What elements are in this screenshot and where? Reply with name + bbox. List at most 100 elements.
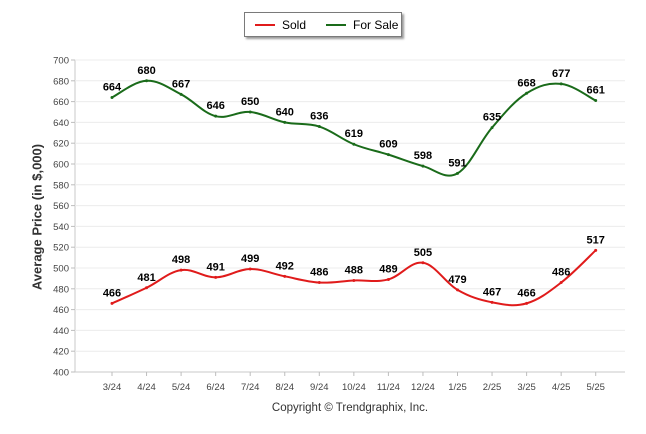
data-point-sold: [456, 288, 459, 292]
legend-label-for-sale: For Sale: [353, 17, 399, 32]
data-label-sold: 481: [137, 272, 155, 284]
data-point-sold: [559, 281, 563, 285]
data-point-for-sale: [456, 171, 459, 175]
y-tick-label: 400: [53, 368, 69, 379]
data-label-sold: 488: [345, 264, 363, 276]
data-label-for-sale: 667: [172, 78, 190, 90]
y-tick-label: 420: [53, 347, 69, 358]
x-tick-label: 5/24: [172, 382, 191, 393]
data-point-sold: [179, 268, 183, 272]
data-point-sold: [248, 267, 252, 271]
data-label-sold: 499: [241, 253, 259, 265]
data-label-sold: 486: [552, 267, 570, 279]
legend-swatch-sold: [255, 23, 275, 26]
y-tick-label: 660: [53, 97, 69, 108]
data-label-sold: 466: [517, 287, 535, 299]
data-label-for-sale: 591: [448, 157, 466, 169]
x-tick-label: 1/25: [448, 382, 467, 393]
x-tick-label: 11/24: [377, 382, 400, 393]
data-label-sold: 492: [276, 260, 294, 272]
data-point-for-sale: [421, 164, 425, 168]
data-point-for-sale: [559, 82, 563, 86]
data-label-for-sale: 661: [587, 85, 605, 97]
x-tick-label: 5/25: [586, 382, 605, 393]
data-point-for-sale: [110, 95, 114, 99]
x-tick-label: 4/25: [552, 382, 571, 393]
data-point-for-sale: [214, 114, 218, 118]
data-point-sold: [490, 300, 494, 304]
x-tick-label: 7/24: [241, 382, 260, 393]
y-tick-label: 600: [53, 160, 69, 171]
data-point-sold: [283, 274, 287, 278]
data-label-for-sale: 619: [345, 128, 363, 140]
data-label-sold: 467: [483, 286, 501, 298]
data-label-for-sale: 635: [483, 112, 501, 124]
data-point-for-sale: [317, 125, 321, 129]
y-tick-label: 580: [53, 180, 69, 191]
data-label-for-sale: 664: [103, 81, 122, 93]
legend-swatch-for-sale: [326, 23, 347, 26]
y-tick-label: 700: [53, 56, 69, 67]
data-point-for-sale: [145, 79, 149, 83]
legend: Sold For Sale: [244, 12, 402, 37]
x-tick-label: 3/25: [517, 382, 536, 393]
data-label-sold: 505: [414, 247, 432, 259]
legend-item-for-sale: For Sale: [326, 18, 398, 32]
data-label-sold: 466: [103, 287, 121, 299]
data-point-sold: [352, 278, 356, 282]
data-point-sold: [594, 248, 598, 252]
data-label-sold: 489: [379, 263, 397, 275]
data-label-for-sale: 646: [206, 100, 224, 112]
data-point-for-sale: [352, 142, 356, 146]
data-point-for-sale: [283, 120, 287, 124]
x-tick-label: 9/24: [310, 382, 329, 393]
data-label-sold: 479: [448, 274, 466, 286]
data-label-for-sale: 680: [137, 65, 155, 77]
x-tick-label: 6/24: [206, 382, 225, 393]
data-label-sold: 486: [310, 267, 328, 279]
data-point-sold: [214, 275, 218, 279]
y-tick-label: 500: [53, 264, 69, 275]
y-tick-label: 440: [53, 326, 69, 337]
data-point-sold: [421, 261, 425, 265]
data-point-for-sale: [179, 92, 183, 96]
data-point-for-sale: [490, 126, 494, 130]
x-tick-label: 8/24: [276, 382, 295, 393]
y-tick-label: 460: [53, 305, 69, 316]
x-tick-label: 3/24: [103, 382, 122, 393]
data-label-for-sale: 668: [517, 77, 535, 89]
y-tick-label: 540: [53, 222, 69, 233]
x-tick-label: 2/25: [483, 382, 502, 393]
data-point-sold: [317, 281, 321, 285]
data-point-for-sale: [594, 99, 598, 103]
legend-item-sold: Sold: [255, 18, 306, 32]
data-point-sold: [145, 286, 149, 290]
y-tick-label: 620: [53, 139, 69, 150]
y-tick-label: 680: [53, 76, 69, 87]
y-axis-label: Average Price (in $,000): [29, 143, 45, 291]
data-label-sold: 517: [587, 234, 605, 246]
copyright: Copyright © Trendgraphix, Inc.: [271, 402, 429, 414]
x-tick-label: 12/24: [411, 382, 435, 393]
data-label-for-sale: 609: [379, 139, 397, 151]
data-label-sold: 498: [172, 254, 190, 266]
legend-label-sold: Sold: [282, 17, 307, 32]
y-tick-label: 640: [53, 118, 69, 129]
data-label-for-sale: 650: [241, 96, 259, 108]
data-label-sold: 491: [206, 261, 224, 273]
data-point-for-sale: [386, 153, 390, 157]
y-tick-label: 560: [53, 201, 69, 212]
y-tick-label: 480: [53, 284, 69, 295]
data-point-for-sale: [248, 110, 252, 114]
y-tick-label: 520: [53, 243, 69, 254]
x-tick-label: 4/24: [137, 382, 156, 393]
data-point-sold: [110, 301, 114, 305]
data-point-sold: [525, 301, 529, 305]
data-label-for-sale: 598: [414, 150, 432, 162]
data-point-sold: [386, 277, 390, 281]
data-label-for-sale: 640: [276, 106, 294, 118]
data-label-for-sale: 677: [552, 68, 570, 80]
data-label-for-sale: 636: [310, 111, 328, 123]
data-point-for-sale: [525, 91, 529, 95]
